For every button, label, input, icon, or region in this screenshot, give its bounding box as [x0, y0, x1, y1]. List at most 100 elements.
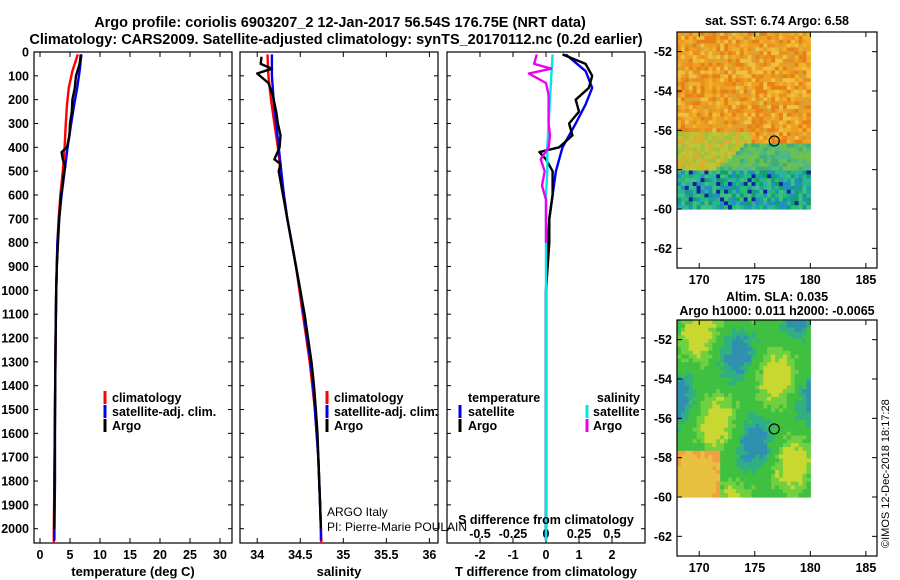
heatmap-cell — [700, 354, 706, 360]
heatmap-cell — [767, 335, 772, 340]
heatmap-cell — [747, 162, 753, 168]
heatmap-cell — [731, 35, 737, 41]
heatmap-cell — [727, 377, 733, 383]
heatmap-cell — [806, 466, 811, 471]
heatmap-cell — [751, 132, 757, 137]
heatmap-cell — [802, 124, 808, 129]
heatmap-cell — [720, 58, 725, 64]
heatmap-cell — [782, 62, 788, 68]
heatmap-cell — [759, 331, 764, 336]
heatmap-cell — [775, 358, 780, 363]
heatmap-cell — [739, 416, 745, 421]
heatmap-cell — [739, 320, 745, 325]
heatmap-cell — [802, 450, 808, 456]
heatmap-cell — [677, 205, 682, 210]
heatmap-cell — [759, 404, 764, 410]
heatmap-cell — [696, 143, 702, 149]
heatmap-cell — [720, 120, 725, 125]
heatmap-cell — [798, 462, 804, 467]
heatmap-cell — [739, 124, 745, 129]
heatmap-cell — [802, 143, 808, 149]
heatmap-cell — [802, 335, 808, 340]
heatmap-cell — [712, 400, 717, 406]
heatmap-cell — [755, 358, 760, 363]
heatmap-cell — [790, 201, 796, 206]
heatmap-cell — [677, 93, 682, 99]
heatmap-cell — [782, 481, 788, 487]
heatmap-cell — [716, 458, 721, 463]
heatmap-cell — [798, 108, 804, 114]
heatmap-cell — [747, 151, 753, 156]
heatmap-cell — [731, 66, 737, 72]
heatmap-cell — [763, 435, 768, 440]
heatmap-cell — [677, 58, 682, 64]
heatmap-cell — [790, 481, 796, 487]
heatmap-cell — [778, 89, 784, 95]
heatmap-cell — [704, 485, 709, 490]
heatmap-cell — [684, 400, 690, 406]
heatmap-cell — [743, 185, 749, 191]
heatmap-cell — [786, 335, 792, 340]
heatmap-cell — [696, 97, 702, 102]
heatmap-cell — [759, 101, 764, 106]
heatmap-cell — [786, 47, 792, 52]
heatmap-cell — [688, 128, 694, 133]
heatmap-cell — [708, 473, 713, 479]
heatmap-cell — [802, 446, 808, 452]
heatmap-cell — [680, 346, 686, 352]
heatmap-cell — [782, 350, 788, 356]
heatmap-cell — [786, 408, 792, 413]
heatmap-cell — [778, 400, 784, 406]
heatmap-cell — [798, 400, 804, 406]
heatmap-cell — [727, 162, 733, 168]
heatmap-cell — [724, 443, 729, 448]
heatmap-cell — [704, 427, 709, 433]
heatmap-cell — [696, 400, 702, 406]
heatmap-cell — [751, 404, 757, 410]
heatmap-cell — [786, 458, 792, 463]
figure-title-line2: Climatology: CARS2009. Satellite-adjuste… — [29, 32, 642, 48]
heatmap-cell — [775, 189, 780, 195]
heatmap-cell — [759, 343, 764, 348]
heatmap-cell — [688, 335, 694, 340]
heatmap-cell — [767, 481, 772, 487]
heatmap-cell — [794, 323, 800, 329]
heatmap-cell — [782, 396, 788, 402]
heatmap-cell — [751, 408, 757, 413]
heatmap-cell — [782, 343, 788, 348]
heatmap-cell — [692, 389, 698, 394]
heatmap-cell — [735, 400, 741, 406]
heatmap-cell — [727, 170, 733, 175]
heatmap-cell — [775, 201, 780, 206]
heatmap-cell — [806, 327, 811, 333]
heatmap-cell — [755, 412, 760, 417]
heatmap-cell — [680, 420, 686, 425]
heatmap-cell — [677, 147, 682, 152]
heatmap-cell — [712, 477, 717, 483]
heatmap-cell — [720, 51, 725, 56]
heatmap-cell — [684, 393, 690, 398]
heatmap-cell — [727, 427, 733, 433]
heatmap-cell — [724, 435, 729, 440]
heatmap-cell — [775, 162, 780, 168]
heatmap-cell — [759, 128, 764, 133]
heatmap-cell — [716, 166, 721, 172]
heatmap-cell — [755, 377, 760, 383]
heatmap-cell — [759, 174, 764, 179]
heatmap-cell — [716, 400, 721, 406]
heatmap-cell — [724, 62, 729, 68]
heatmap-cell — [767, 346, 772, 352]
heatmap-cell — [700, 408, 706, 413]
heatmap-cell — [700, 446, 706, 452]
heatmap-cell — [806, 408, 811, 413]
heatmap-cell — [712, 143, 717, 149]
heatmap-cell — [688, 450, 694, 456]
heatmap-cell — [743, 404, 749, 410]
heatmap-cell — [794, 454, 800, 460]
heatmap-cell — [716, 108, 721, 114]
heatmap-cell — [696, 93, 702, 99]
heatmap-cell — [724, 331, 729, 336]
heatmap-cell — [692, 197, 698, 202]
heatmap-cell — [696, 162, 702, 168]
heatmap-cell — [786, 120, 792, 125]
